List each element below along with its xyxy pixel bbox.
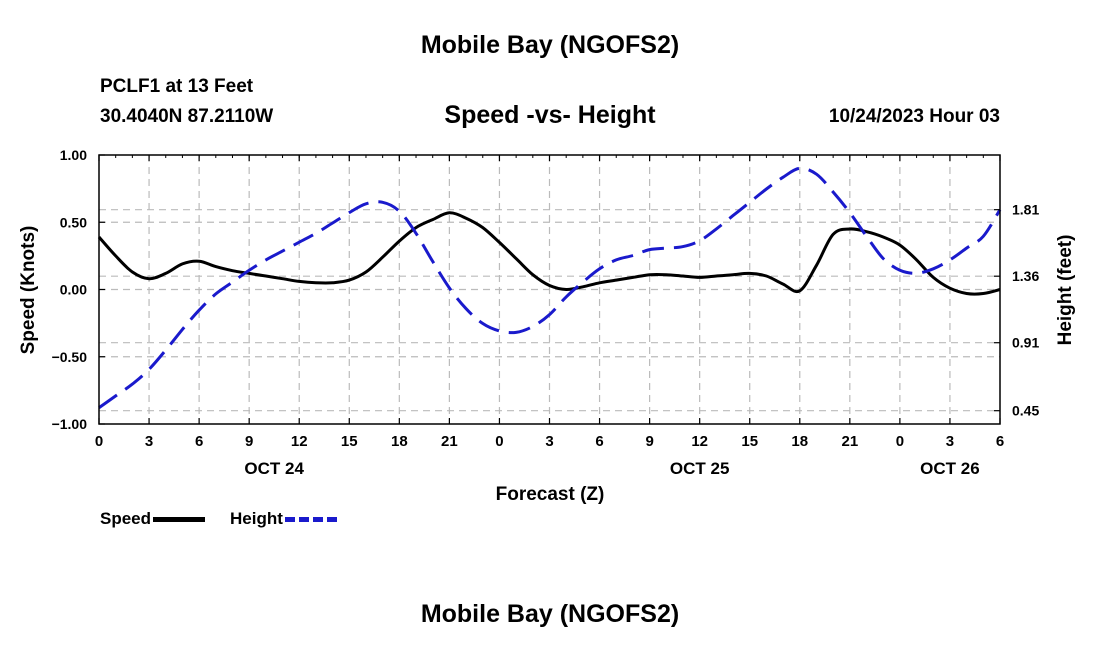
x-tick-label: 12	[291, 433, 308, 450]
x-tick-label: 0	[495, 433, 503, 450]
x-tick-label: 21	[841, 433, 858, 450]
y-axis-right-label: Height (feet)	[1055, 235, 1076, 346]
date-label: OCT 24	[244, 459, 304, 478]
x-tick-label: 21	[441, 433, 458, 450]
height-series-line	[98, 166, 1002, 409]
x-tick-label: 6	[595, 433, 603, 450]
x-tick-label: 9	[245, 433, 253, 450]
legend-speed-label: Speed	[100, 509, 152, 528]
x-tick-label: 12	[691, 433, 708, 450]
legend-speed: Speed	[100, 509, 206, 529]
legend-height-label: Height	[230, 509, 283, 528]
forecast-timestamp: 10/24/2023 Hour 03	[828, 106, 1000, 127]
coordinates-label: 30.4040N 87.2110W	[100, 106, 274, 127]
x-tick-label: 6	[195, 433, 203, 450]
y-right-tick-label: 1.81	[1012, 202, 1039, 218]
y-right-tick-label: 1.36	[1012, 268, 1039, 284]
y-right-tick-label: 0.45	[1012, 403, 1039, 419]
date-label: OCT 25	[670, 459, 730, 478]
y-axis-left-label: Speed (Knots)	[18, 226, 39, 355]
legend-height-swatch	[284, 516, 337, 522]
chart-subtitle: Speed -vs- Height	[444, 101, 656, 129]
x-tick-label: 3	[145, 433, 153, 450]
x-tick-label: 0	[95, 433, 103, 450]
x-tick-label: 18	[791, 433, 808, 450]
y-left-tick-label: −1.00	[52, 416, 88, 432]
legend-speed-swatch	[153, 516, 206, 522]
x-tick-label: 15	[741, 433, 758, 450]
date-label: OCT 26	[920, 459, 980, 478]
station-label: PCLF1 at 13 Feet	[100, 76, 254, 97]
x-tick-label: 9	[645, 433, 653, 450]
speed-series-line	[97, 211, 1001, 296]
axes: 0 3 6 9 12 15 18 21 0 3 6 9 12 15 18 21 0 3 6 OCT 24 OCT 25 O…	[52, 147, 1040, 478]
y-right-tick-label: 0.91	[1012, 335, 1039, 351]
footer-title: Mobile Bay (NGOFS2)	[420, 600, 680, 628]
x-tick-label: 3	[946, 433, 954, 450]
grid	[99, 155, 1000, 424]
x-tick-label: 18	[391, 433, 408, 450]
chart-title: Mobile Bay (NGOFS2)	[420, 31, 680, 59]
y-left-tick-label: −0.50	[52, 349, 88, 365]
y-left-tick-label: 0.00	[60, 282, 87, 298]
series-layer	[97, 166, 1002, 409]
x-tick-label: 15	[341, 433, 358, 450]
x-tick-label: 6	[996, 433, 1004, 450]
legend-height: Height	[230, 509, 337, 529]
y-left-tick-label: 1.00	[60, 147, 87, 163]
x-axis-label: Forecast (Z)	[496, 484, 605, 505]
x-tick-label: 0	[896, 433, 904, 450]
y-left-tick-label: 0.50	[60, 214, 87, 230]
x-tick-label: 3	[545, 433, 553, 450]
